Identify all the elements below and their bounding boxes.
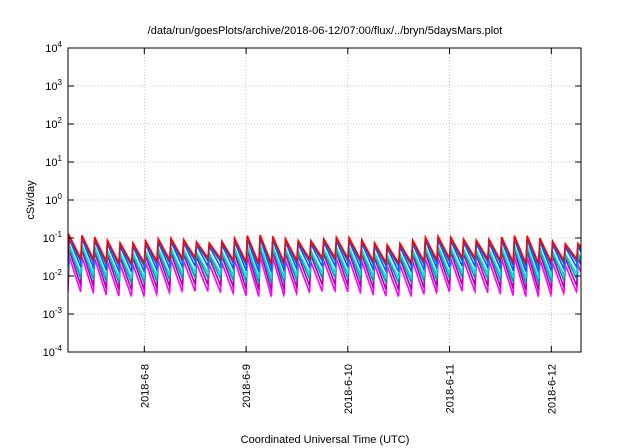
chart-title: /data/run/goesPlots/archive/2018-06-12/0… (148, 25, 503, 37)
x-axis-label: Coordinated Universal Time (UTC) (241, 434, 410, 446)
y-tick-label: 10-3 (43, 306, 63, 321)
y-tick-label: 10-4 (43, 344, 63, 359)
x-tick-label: 2018-6-10 (343, 364, 355, 414)
y-tick-label: 101 (45, 154, 62, 169)
y-tick-label: 10-1 (43, 230, 63, 245)
y-axis: 10-4 10-3 10-2 10-1 100 101 102 103 104 (43, 40, 581, 359)
y-tick-label: 100 (45, 192, 62, 207)
plot-series (68, 232, 581, 299)
x-tick-label: 2018-6-12 (546, 364, 558, 414)
y-tick-label: 102 (45, 116, 62, 131)
y-tick-label: 104 (45, 40, 62, 55)
plot-frame (67, 47, 582, 353)
x-axis: 2018-6-8 2018-6-9 2018-6-10 2018-6-11 2018-6… (139, 48, 558, 414)
x-tick-label: 2018-6-11 (445, 364, 457, 413)
grid (68, 48, 581, 352)
x-tick-label: 2018-6-8 (139, 364, 151, 408)
series-line (68, 232, 581, 266)
y-tick-label: 10-2 (43, 268, 63, 283)
y-axis-label: cSv/day (25, 180, 37, 220)
y-tick-label: 103 (45, 78, 62, 93)
x-tick-label: 2018-6-9 (241, 364, 253, 408)
